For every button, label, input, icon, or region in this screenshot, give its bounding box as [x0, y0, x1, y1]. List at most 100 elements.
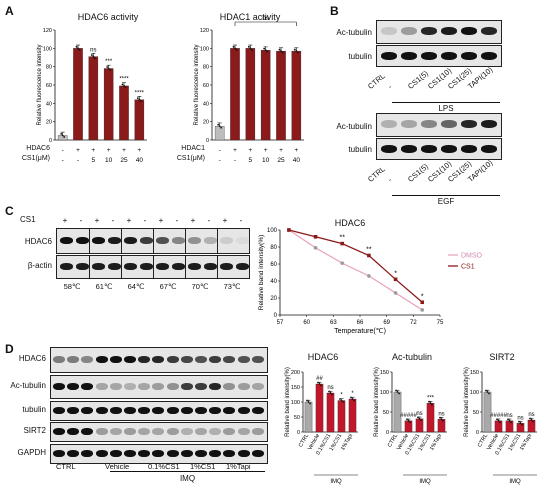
lane-separator [185, 256, 186, 278]
series-point [420, 308, 425, 312]
legend-label: DMSO [461, 253, 483, 260]
d-blot-lane [237, 450, 250, 457]
d-blot-lane [81, 407, 94, 414]
y-tick-label: 100 [43, 46, 52, 52]
condition-sign: + [264, 147, 268, 154]
imq-label: IMQ [179, 474, 196, 483]
y-tick-label: 0 [297, 430, 300, 436]
series-point [367, 274, 371, 278]
imq-small-label: IMQ [330, 479, 342, 485]
data-point [90, 54, 93, 56]
data-point [395, 389, 397, 392]
cetsa-lane [76, 237, 89, 244]
data-point [218, 125, 221, 128]
dose-label: 40 [293, 157, 301, 164]
blot-lane [421, 145, 437, 153]
data-point [307, 401, 310, 403]
legend-label: CS1 [461, 264, 475, 271]
lane-separator [89, 229, 90, 253]
d-blot-lane [53, 450, 65, 457]
blot-lane [421, 120, 437, 128]
lane-separator [121, 229, 122, 253]
sig-marker: ns [416, 411, 422, 417]
blot-lane [441, 120, 457, 128]
data-point [264, 49, 267, 52]
d-blot-lane [109, 450, 122, 457]
lane-label: CS1(5) [406, 68, 430, 91]
data-point [318, 383, 321, 385]
data-point [138, 98, 141, 101]
bar [291, 50, 302, 141]
data-point [532, 420, 534, 423]
cs1-row-label-a2: CS1(μM) [176, 155, 205, 162]
d-blot-lane [95, 356, 108, 363]
data-point [278, 48, 281, 51]
bar [134, 99, 145, 141]
cetsa-actin-lane [204, 263, 217, 270]
hdac6-row-label: HDAC6 [26, 145, 50, 152]
data-point [407, 419, 410, 422]
sig-marker: **** [135, 90, 145, 96]
sig-marker: * [394, 270, 397, 277]
data-point [92, 55, 95, 58]
blot-lane [481, 145, 497, 153]
y-tick-label: 0 [206, 138, 209, 144]
y-tick-label: 50 [294, 415, 300, 421]
x-axis-label: Temperature(℃) [334, 328, 386, 335]
data-point [439, 416, 441, 419]
egf-label: EGF [437, 197, 455, 206]
x-tick-label: 66 [357, 320, 364, 326]
series-line [288, 229, 423, 303]
blot-lane [461, 120, 477, 128]
sig-marker: *** [427, 395, 435, 401]
y-axis-label: Relative fluorescence intensity [194, 44, 200, 125]
panel-label-b: B [330, 4, 339, 18]
y-axis-label: Relative fluorescence intensity [37, 44, 43, 125]
data-point [139, 100, 142, 103]
hdac6-activity-chart: 0 20 40 60 80 100 120 Relative fluorescence int… [37, 28, 147, 164]
cetsa-chart: 0 20 40 60 80 100 57 60 63 66 69 72 75 Temperature(℃)… [258, 228, 483, 335]
d-blot-lane [81, 383, 94, 390]
data-point [518, 420, 520, 423]
sig-marker: ns [438, 411, 444, 417]
cetsa-actin-lane [220, 263, 233, 270]
data-point [77, 47, 79, 50]
dose-label: 25 [277, 157, 285, 164]
d-blot-lane [237, 383, 250, 390]
cs1-sign: + [126, 216, 132, 225]
blot-lane [461, 52, 477, 60]
blot-lane [421, 27, 437, 35]
blot-lane [481, 27, 497, 35]
data-point [121, 83, 124, 86]
sig-marker: *** [105, 59, 113, 65]
temperature-label: 67℃ [159, 282, 177, 291]
d-blot-lane [251, 450, 264, 457]
cetsa-actin-lane [172, 263, 185, 270]
data-point [350, 396, 352, 399]
y-tick-label: 150 [291, 385, 300, 391]
d-blot-lane [180, 407, 193, 414]
data-point [429, 402, 432, 405]
y-tick-label: 0 [386, 430, 389, 436]
blot1-tubulin-band [376, 45, 502, 67]
data-point [417, 416, 419, 419]
hdac1-activity-title: HDAC1 activity [219, 12, 281, 22]
condition-sign: + [91, 147, 95, 154]
dose-label: 10 [262, 157, 270, 164]
d-row-label: tubulin [22, 405, 46, 414]
cetsa-lane [60, 237, 73, 244]
d-blot-lane [109, 383, 122, 390]
data-point [339, 398, 341, 400]
condition-sign: - [62, 147, 64, 154]
data-point [106, 66, 109, 68]
bar [516, 423, 525, 433]
d-group-label: 1%CS1 [190, 462, 216, 471]
data-point [75, 45, 78, 48]
sig-marker: ##### [490, 413, 507, 419]
bar [326, 392, 335, 433]
cetsa-lane [140, 237, 153, 244]
condition-sign: + [137, 147, 141, 154]
sig-marker: ##### [400, 413, 417, 419]
blot-lane [381, 27, 397, 35]
cetsa-lane [236, 237, 249, 244]
